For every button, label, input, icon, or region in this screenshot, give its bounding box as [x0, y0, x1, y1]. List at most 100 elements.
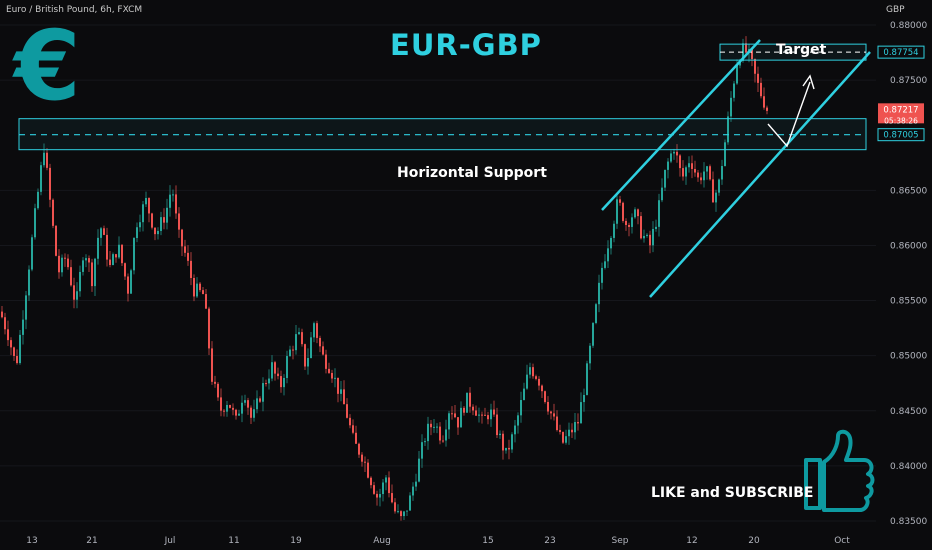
y-tick-label: 0.87500: [890, 76, 927, 86]
target-price-label: 0.87754: [883, 48, 918, 58]
candle-body: [547, 401, 549, 412]
candle-body: [652, 228, 654, 246]
support-price-label-box: [877, 128, 925, 142]
candle-body: [181, 229, 183, 247]
candle-body: [691, 163, 693, 169]
candle-body: [514, 425, 516, 435]
candle-body: [415, 481, 417, 487]
candle-body: [577, 422, 579, 424]
x-tick-label: 23: [544, 536, 555, 546]
candle-body: [208, 308, 210, 349]
candle-body: [598, 282, 600, 305]
candle-body: [478, 414, 480, 416]
candle-body: [364, 461, 366, 463]
candle-body: [346, 404, 348, 418]
candle-body: [715, 192, 717, 203]
candle-body: [307, 358, 309, 367]
candle-body: [727, 116, 729, 143]
candle-body: [712, 179, 714, 203]
candle-body: [589, 345, 591, 364]
candle-body: [466, 392, 468, 413]
candle-body: [550, 411, 552, 414]
candle-body: [301, 332, 303, 345]
candle-body: [709, 166, 711, 180]
candle-body: [463, 407, 465, 413]
candle-body: [538, 378, 540, 386]
candle-body: [388, 477, 390, 494]
candle-body: [271, 362, 273, 379]
candle-body: [58, 255, 60, 273]
candle-body: [529, 367, 531, 375]
candle-body: [205, 294, 207, 309]
candle-body: [760, 82, 762, 97]
x-tick-label: 20: [748, 536, 760, 546]
candle-body: [499, 433, 501, 436]
candle-body: [436, 426, 438, 428]
candle-body: [304, 344, 306, 367]
channel-upper-line: [601, 39, 761, 211]
candle-body: [706, 166, 708, 172]
candle-body: [574, 422, 576, 433]
candle-body: [37, 191, 39, 209]
candle-body: [25, 295, 27, 320]
candle-body: [358, 443, 360, 455]
candle-body: [745, 43, 747, 53]
candle-body: [52, 199, 54, 226]
candle-body: [4, 317, 6, 330]
candle-body: [202, 290, 204, 295]
candle-body: [628, 224, 630, 227]
candle-body: [40, 165, 42, 192]
x-tick-label: 12: [686, 536, 697, 546]
candle-body: [328, 368, 330, 373]
support-label: Horizontal Support: [397, 165, 547, 181]
candle-body: [340, 389, 342, 394]
candle-body: [310, 337, 312, 359]
candle-body: [322, 346, 324, 355]
candle-body: [556, 416, 558, 431]
target-label: Target: [776, 42, 827, 58]
channel-lower-line: [649, 51, 871, 298]
candle-body: [298, 332, 300, 335]
candle-body: [61, 257, 63, 273]
candle-body: [16, 355, 18, 364]
candle-body: [664, 169, 666, 188]
candle-body: [583, 394, 585, 403]
candle-body: [283, 377, 285, 388]
like-subscribe-label[interactable]: LIKE and SUBSCRIBE: [651, 485, 814, 501]
candle-body: [100, 228, 102, 238]
candle-body: [490, 409, 492, 420]
candle-body: [427, 423, 429, 442]
candle-body: [112, 254, 114, 266]
candle-body: [613, 223, 615, 238]
candle-body: [76, 291, 78, 300]
candle-body: [28, 269, 30, 296]
candle-body: [193, 277, 195, 297]
candle-body: [265, 383, 267, 385]
price-grid: [0, 24, 876, 522]
candle-body: [682, 168, 684, 177]
candle-body: [130, 270, 132, 294]
candle-body: [553, 413, 555, 417]
candle-body: [217, 383, 219, 398]
y-axis: 0.88000 0.87500 0.86500 0.86000 0.85500 0.850…: [877, 21, 927, 527]
candle-body: [634, 209, 636, 218]
candle-body: [34, 208, 36, 238]
candle-body: [139, 222, 141, 228]
candle-body: [676, 151, 678, 156]
candle-body: [403, 511, 405, 517]
candle-body: [460, 407, 462, 428]
candle-body: [187, 252, 189, 261]
candle-body: [295, 334, 297, 351]
candle-body: [502, 433, 504, 451]
y-tick-label: 0.85000: [890, 352, 927, 362]
x-tick-label: Jul: [164, 536, 176, 546]
candle-body: [118, 244, 120, 258]
candle-body: [79, 271, 81, 292]
chart-title: EUR-GBP: [390, 28, 542, 62]
candle-body: [430, 423, 432, 428]
candle-body: [424, 441, 426, 443]
candle-body: [31, 237, 33, 270]
candle-body: [493, 409, 495, 415]
candle-body: [109, 259, 111, 266]
candle-body: [124, 263, 126, 277]
